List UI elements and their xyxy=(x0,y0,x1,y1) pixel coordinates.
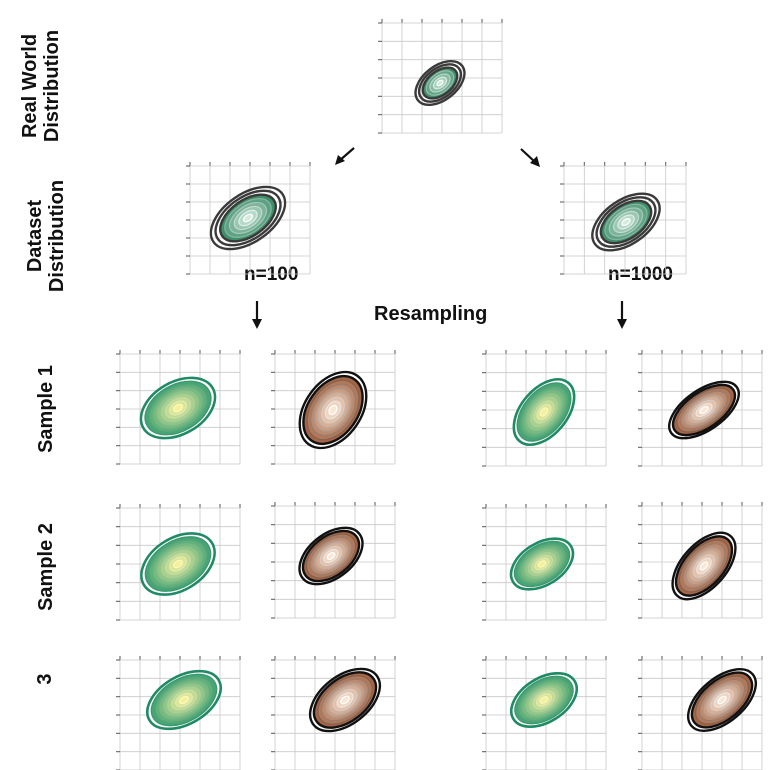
sample3-n100-green-panel-contours xyxy=(146,669,222,731)
sample2-n100-copper-panel-contours xyxy=(298,526,364,586)
sample3-n1000-copper-panel xyxy=(638,656,763,770)
arrow-to-samples-left xyxy=(252,301,262,329)
sample2-n100-green-panel-contour-level xyxy=(172,559,184,569)
sample3-n100-green-panel xyxy=(116,656,241,770)
row-label-sample-2: Sample 2 xyxy=(35,523,57,611)
sample2-n100-copper-panel-contour-level xyxy=(326,552,336,560)
sample2-n100-green-panel xyxy=(116,504,241,621)
sample2-n1000-copper-panel xyxy=(638,502,763,619)
sample1-n1000-copper-panel-contour-level xyxy=(699,405,709,415)
sample2-n1000-green-panel-contours xyxy=(509,537,575,591)
dataset-n100-panel-contours xyxy=(209,185,287,251)
n-100-label: n=100 xyxy=(244,264,299,285)
dataset-n100-panel-contour-level xyxy=(209,185,287,251)
dataset-n1000-panel-contours xyxy=(591,192,661,252)
row-label-dataset: Dataset Distribution xyxy=(24,161,68,311)
sample1-n1000-green-panel-contour-level xyxy=(539,407,549,417)
real-world-panel-contour-level xyxy=(414,59,466,107)
sample1-n100-green-panel-contours xyxy=(139,376,217,440)
dataset-n100-panel-contour-level xyxy=(242,213,254,223)
real-world-panel xyxy=(378,19,503,134)
sample1-n1000-green-panel-contours xyxy=(512,378,576,446)
n-1000-label: n=1000 xyxy=(608,264,673,285)
real-world-panel-contour-level xyxy=(417,63,463,103)
dataset-n1000-panel-contour-level xyxy=(595,196,657,248)
arrow-to-samples-right xyxy=(617,301,627,329)
dataset-n100-panel-contour-level xyxy=(214,189,282,247)
sample3-n1000-green-panel xyxy=(482,656,607,770)
row-label-sample-1: Sample 1 xyxy=(35,365,57,453)
arrow-to-dataset-right xyxy=(520,148,540,167)
dataset-n1000-panel xyxy=(560,162,687,275)
row-label-real-world: Real World Distribution xyxy=(19,11,63,161)
sample1-n1000-green-panel xyxy=(482,350,607,467)
arrow-to-dataset-left xyxy=(335,147,355,165)
sample1-n100-copper-panel xyxy=(271,350,396,465)
sample2-n1000-green-panel-contour-level xyxy=(537,560,547,568)
sample2-n100-copper-panel xyxy=(271,502,396,619)
sample3-n100-copper-panel-contours xyxy=(308,667,382,733)
resampling-label: Resampling xyxy=(374,303,488,325)
sample2-n1000-green-panel xyxy=(482,504,607,621)
sample1-n100-green-panel xyxy=(116,350,241,465)
sample2-n1000-copper-panel-contour-level xyxy=(699,561,709,571)
dataset-n100-panel xyxy=(186,162,311,275)
real-world-panel-contour-level xyxy=(436,79,444,87)
sample1-n100-copper-panel-contour-level xyxy=(328,404,338,416)
sample1-n1000-copper-panel-contours xyxy=(668,380,740,440)
sample2-n1000-copper-panel-contours xyxy=(671,531,737,601)
sample2-n100-green-panel-contours xyxy=(140,532,216,596)
row-label-real-world-line1: Real World xyxy=(19,33,41,139)
sample3-n100-copper-panel xyxy=(271,656,396,770)
sample1-n1000-copper-panel xyxy=(638,350,763,467)
row-label-dataset-line2: Distribution xyxy=(46,179,68,293)
dataset-n1000-panel-contour-level xyxy=(621,218,631,226)
dataset-n1000-panel-contour-level xyxy=(591,192,661,252)
sample1-n100-copper-panel-contours xyxy=(298,370,368,450)
real-world-panel-contours xyxy=(414,59,466,107)
row-label-real-world-line2: Distribution xyxy=(41,29,63,143)
row-label-dataset-line1: Dataset xyxy=(24,199,46,273)
sample1-n100-green-panel-contour-level xyxy=(172,403,184,413)
row-label-sample-3: 3 xyxy=(34,673,56,685)
sample3-n1000-green-panel-contours xyxy=(510,672,578,728)
